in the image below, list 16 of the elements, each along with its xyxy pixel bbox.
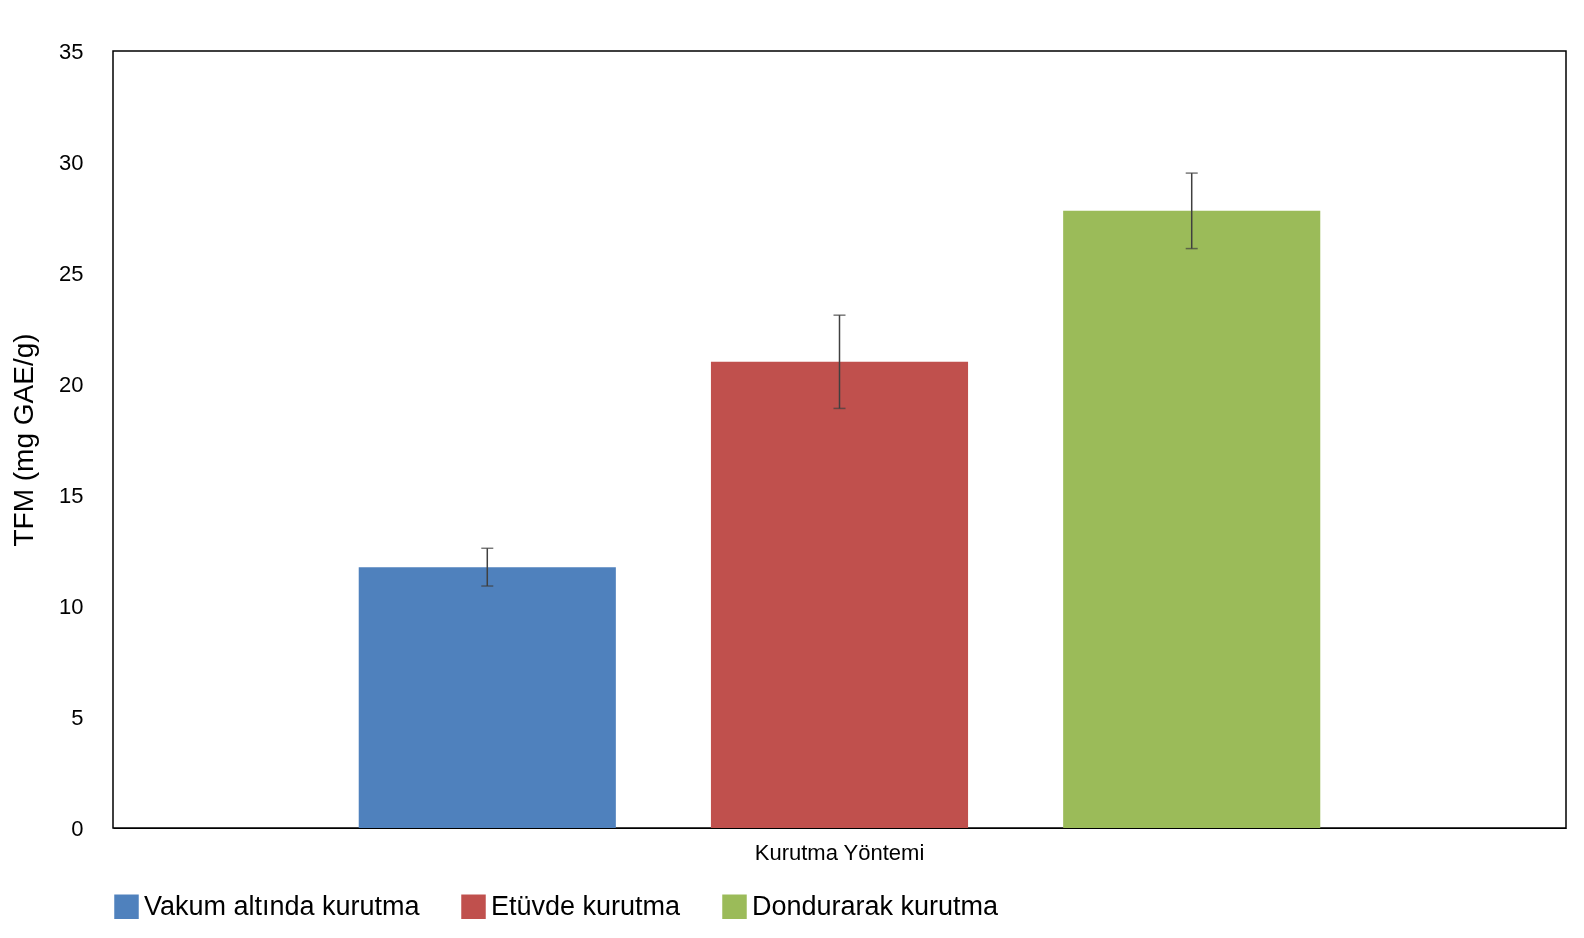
y-tick-label: 20 <box>59 371 84 397</box>
legend-label: Dondurarak kurutma <box>752 890 1000 921</box>
y-tick-label: 35 <box>59 38 84 64</box>
bar <box>358 567 616 828</box>
y-tick-label: 30 <box>59 149 84 175</box>
legend-label: Vakum altında kurutma <box>144 890 421 921</box>
y-tick-label: 0 <box>71 815 84 841</box>
x-tick-label: Kurutma Yöntemi <box>754 839 925 865</box>
y-tick-label: 15 <box>59 482 84 508</box>
bar <box>1063 210 1321 828</box>
y-tick-label: 25 <box>59 260 84 286</box>
legend-label: Etüvde kurutma <box>491 890 682 921</box>
y-tick-label: 10 <box>59 593 84 619</box>
y-tick-label: 5 <box>71 704 84 730</box>
y-axis-title: TFM (mg GAE/g) <box>8 333 40 547</box>
bar <box>710 361 969 828</box>
